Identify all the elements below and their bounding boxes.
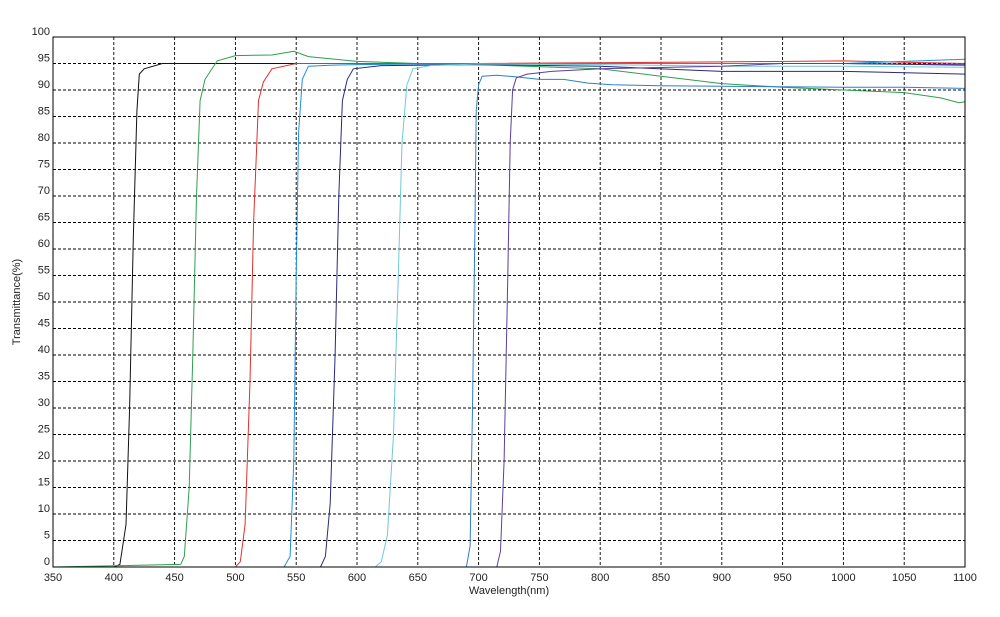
series-group (52, 50, 966, 568)
grid (53, 37, 965, 567)
series-line-3 (53, 60, 966, 568)
x-axis-title: Wavelength(nm) (469, 585, 549, 597)
y-tick-label: 95 (38, 53, 50, 65)
x-tick-label: 1100 (953, 572, 977, 584)
y-tick-label: 70 (38, 185, 50, 197)
y-tick-label: 20 (38, 450, 50, 462)
series-line-4 (53, 58, 966, 568)
x-tick-label: 550 (287, 572, 305, 584)
y-tick-label: 60 (38, 238, 50, 250)
x-tick-label: 750 (530, 572, 548, 584)
x-tick-label: 650 (409, 572, 427, 584)
y-tick-label: 100 (32, 26, 50, 38)
plot-frame (52, 36, 966, 568)
y-tick-label: 35 (38, 371, 50, 383)
y-tick-label: 50 (38, 291, 50, 303)
x-tick-label: 1050 (892, 572, 916, 584)
y-tick-label: 40 (38, 344, 50, 356)
series-line-8 (53, 63, 966, 568)
x-tick-label: 400 (105, 572, 123, 584)
x-tick-labels: 350 400 450 500 550 600 650 700 750 800 850 900 950 1… (44, 572, 977, 584)
x-tick-label: 700 (469, 572, 487, 584)
y-tick-label: 15 (38, 477, 50, 489)
y-tick-label: 75 (38, 159, 50, 171)
y-tick-label: 90 (38, 79, 50, 91)
x-tick-label: 950 (773, 572, 791, 584)
y-tick-label: 65 (38, 212, 50, 224)
y-tick-label: 85 (38, 106, 50, 118)
x-tick-label: 800 (591, 572, 609, 584)
y-tick-label: 55 (38, 265, 50, 277)
y-tick-label: 25 (38, 424, 50, 436)
y-tick-label: 45 (38, 318, 50, 330)
y-tick-label: 80 (38, 132, 50, 144)
x-tick-label: 450 (165, 572, 183, 584)
series-line-2 (52, 50, 966, 568)
series-line-5 (53, 64, 966, 568)
x-tick-label: 350 (44, 572, 62, 584)
x-tick-label: 500 (226, 572, 244, 584)
x-tick-label: 1000 (831, 572, 855, 584)
y-tick-label: 0 (44, 556, 50, 568)
y-tick-label: 10 (38, 503, 50, 515)
y-tick-label: 30 (38, 397, 50, 409)
series-line-1 (53, 63, 966, 568)
series-line-7 (53, 74, 966, 568)
y-tick-labels: 0 5 10 15 20 25 30 35 40 45 50 55 60 65 70 75 80 85 90 95 10… (32, 26, 50, 568)
y-tick-label: 5 (44, 530, 50, 542)
x-tick-label: 900 (713, 572, 731, 584)
y-axis-title: Transmittance(%) (11, 259, 23, 345)
x-tick-label: 600 (348, 572, 366, 584)
x-tick-label: 850 (652, 572, 670, 584)
series-line-6 (53, 63, 966, 568)
